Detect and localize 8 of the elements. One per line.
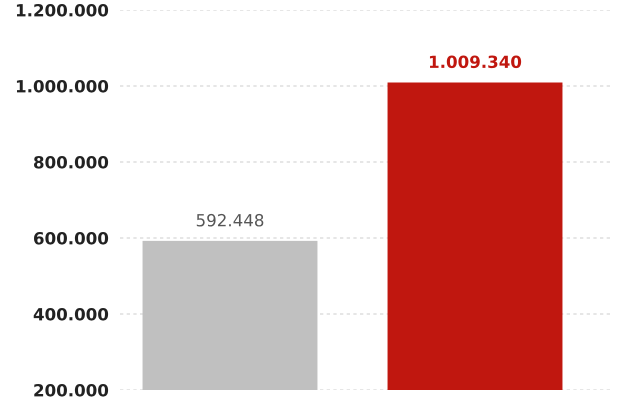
y-tick-label: 200.000 <box>34 384 108 397</box>
y-tick-label: 600.000 <box>34 232 108 245</box>
data-label: 592.448 <box>196 214 264 227</box>
y-tick-label: 800.000 <box>34 156 108 169</box>
y-tick-label: 1.200.000 <box>16 4 108 17</box>
data-label: 1.009.340 <box>430 56 522 68</box>
y-tick-label: 1.000.000 <box>16 80 108 93</box>
y-tick-label: 400.000 <box>34 308 108 321</box>
